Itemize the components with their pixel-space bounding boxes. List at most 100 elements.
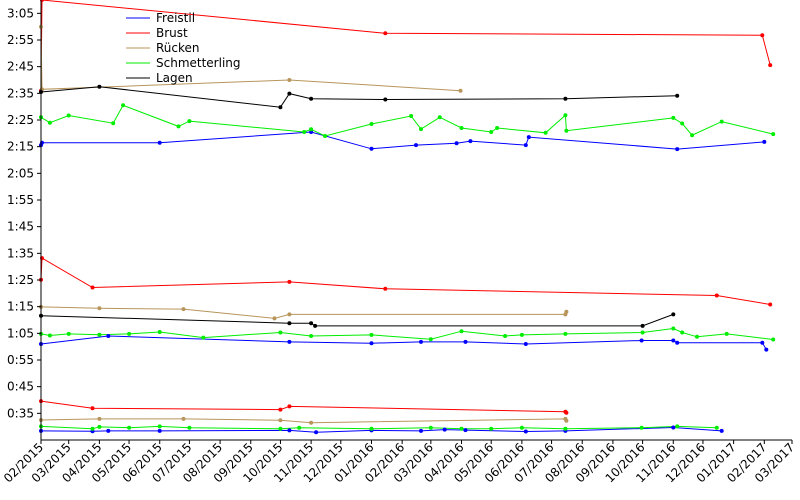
data-point [287,428,292,433]
data-point [314,430,319,435]
data-point [278,426,283,431]
data-point [409,114,414,118]
data-point [90,406,95,411]
y-tick-label: 2:05 [7,166,34,180]
data-point [90,426,95,431]
data-point [680,121,685,126]
data-point [187,425,192,430]
data-point [714,293,719,298]
data-point [543,130,548,135]
data-point [690,133,695,138]
series-line [40,306,567,319]
data-point [309,334,314,338]
data-point [278,330,283,335]
series-line [40,335,767,350]
data-point [127,331,132,336]
data-point [97,424,102,429]
y-tick-label: 1:15 [7,300,34,314]
data-point [719,428,724,433]
y-tick-label: 0:45 [7,380,34,394]
data-point [419,127,423,132]
data-point [309,321,314,326]
series-line [40,313,674,327]
data-point [157,424,162,429]
data-point [719,119,724,124]
data-point [523,143,528,148]
data-point [414,143,418,148]
data-point [771,337,776,342]
data-point [519,425,524,430]
data-point [771,132,776,137]
data-point [97,306,102,311]
data-point [459,126,464,130]
data-point [564,309,569,314]
data-point [419,428,423,433]
data-point [760,33,765,38]
data-point [489,130,494,134]
data-point [764,347,769,352]
data-point [369,341,374,346]
data-point [90,285,95,290]
data-point [519,332,524,337]
data-point [157,140,162,145]
series-line [40,131,765,150]
data-point [563,96,568,101]
data-point [287,404,292,409]
data-point [106,334,111,338]
data-point [563,426,568,431]
data-point [454,141,459,146]
data-point [47,333,52,338]
data-point [428,425,433,430]
data-point [640,323,645,328]
data-point [97,416,102,421]
y-tick-label: 2:25 [7,113,34,127]
data-point [302,130,307,134]
data-point [768,63,773,68]
data-point [369,122,374,126]
data-point [278,418,283,423]
data-point [468,139,473,144]
data-point [442,427,447,432]
series-line [40,426,722,433]
data-point [563,331,568,336]
data-point [383,286,388,291]
data-point [201,335,206,340]
y-tick-label: 1:05 [7,326,34,340]
series-line [40,0,771,91]
data-point [675,93,680,98]
data-point [428,337,433,342]
data-point [640,330,645,335]
data-point [181,416,186,421]
data-point [278,407,283,412]
plot-points [39,0,776,435]
data-point [526,135,531,140]
data-point [309,127,314,132]
data-point [724,331,729,336]
plot-lines [40,0,774,433]
data-point [495,126,500,130]
data-point [563,113,568,118]
data-point [671,326,676,331]
legend-label: Freistil [156,11,195,25]
data-point [181,307,186,312]
data-point [66,331,71,336]
data-point [287,91,292,96]
y-tick-label: 2:55 [7,33,34,47]
legend-label: Brust [156,26,188,40]
y-tick-label: 2:35 [7,86,34,100]
y-tick-label: 1:55 [7,193,34,207]
data-point [66,113,71,118]
data-point [369,146,374,151]
data-point [313,323,318,328]
data-point [695,334,699,339]
data-point [459,329,464,334]
data-point [459,426,464,431]
data-point [297,425,302,430]
data-point [675,340,680,345]
legend-label: Lagen [156,71,193,85]
data-point [272,316,277,321]
data-point [671,312,676,317]
data-point [309,96,314,101]
series-line [40,26,461,92]
